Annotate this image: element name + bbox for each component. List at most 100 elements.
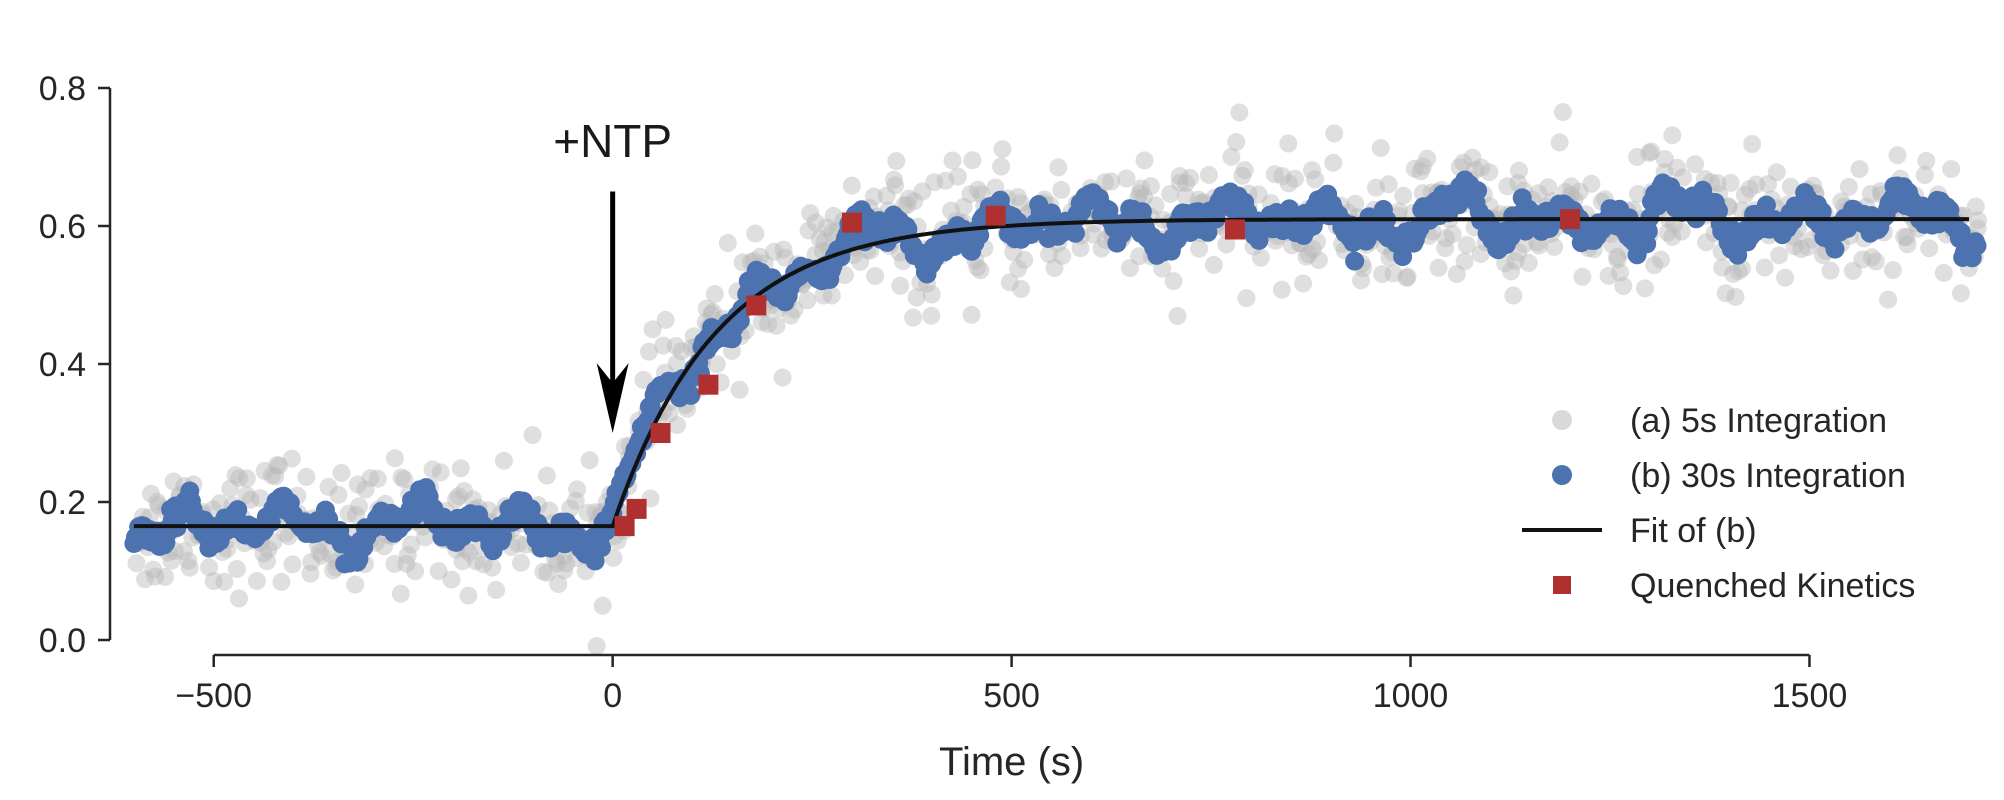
point-5s xyxy=(395,470,414,489)
point-5s xyxy=(1759,175,1777,194)
point-5s xyxy=(156,568,175,586)
point-30s xyxy=(1825,239,1845,259)
point-5s xyxy=(1614,277,1633,295)
point-5s xyxy=(925,173,944,192)
point-5s xyxy=(922,306,941,325)
point-5s xyxy=(640,342,658,361)
point-5s xyxy=(1655,150,1674,168)
point-5s xyxy=(1303,161,1321,180)
point-5s xyxy=(453,552,472,571)
point-5s xyxy=(270,456,289,475)
x-axis-title: Time (s) xyxy=(939,740,1084,784)
point-5s xyxy=(276,524,295,543)
point-5s xyxy=(817,218,836,237)
point-5s xyxy=(1176,174,1195,193)
point-5s xyxy=(463,490,482,509)
point-5s xyxy=(773,368,792,387)
point-5s xyxy=(283,555,302,574)
point-5s xyxy=(864,187,883,206)
point-5s xyxy=(1011,194,1030,213)
point-5s xyxy=(1384,264,1403,283)
point-5s xyxy=(557,554,576,573)
point-5s xyxy=(776,248,795,267)
point-5s xyxy=(765,242,783,261)
point-5s xyxy=(1251,248,1270,267)
point-5s xyxy=(1102,172,1121,191)
point-5s xyxy=(1861,185,1880,203)
legend-marker-quenched xyxy=(1553,576,1571,594)
point-5s xyxy=(942,201,961,220)
point-quenched xyxy=(614,516,635,537)
point-5s xyxy=(1015,250,1034,269)
point-5s xyxy=(1663,227,1682,246)
point-5s xyxy=(494,451,513,470)
point-5s xyxy=(1776,268,1795,287)
x-tick-label: 1000 xyxy=(1373,677,1449,715)
point-5s xyxy=(801,204,820,223)
point-5s xyxy=(1170,167,1189,186)
point-5s xyxy=(1230,103,1249,122)
point-5s xyxy=(969,180,987,199)
point-5s xyxy=(1170,173,1189,192)
point-30s xyxy=(898,219,918,239)
point-5s xyxy=(1306,170,1325,189)
point-5s xyxy=(180,558,199,577)
point-30s xyxy=(681,385,701,405)
point-5s xyxy=(1570,182,1589,201)
point-5s xyxy=(375,537,394,556)
point-5s xyxy=(548,554,567,573)
point-5s xyxy=(302,553,321,572)
point-5s xyxy=(1463,148,1482,167)
legend: (a) 5s Integration (b) 30s Integration F… xyxy=(1522,402,1915,605)
point-5s xyxy=(392,468,411,487)
point-5s xyxy=(1052,180,1071,199)
point-5s xyxy=(416,528,434,547)
point-5s xyxy=(301,564,320,583)
point-5s xyxy=(332,463,351,482)
point-5s xyxy=(1130,184,1149,203)
point-5s xyxy=(1309,251,1328,270)
point-5s xyxy=(1504,286,1523,305)
point-5s xyxy=(555,561,574,580)
point-5s xyxy=(509,534,528,553)
point-5s xyxy=(1562,177,1581,196)
point-5s xyxy=(460,543,479,562)
point-5s xyxy=(350,497,368,516)
point-5s xyxy=(164,472,183,491)
point-5s xyxy=(1429,258,1448,277)
point-5s xyxy=(255,461,274,480)
point-5s xyxy=(1888,146,1907,165)
point-5s xyxy=(1781,177,1800,196)
point-5s xyxy=(1713,258,1732,277)
point-5s xyxy=(1582,174,1601,193)
legend-label-5s: (a) 5s Integration xyxy=(1630,402,1887,440)
point-30s xyxy=(592,538,611,558)
point-5s xyxy=(1418,149,1437,168)
point-5s xyxy=(1071,239,1090,258)
y-tick-label: 0.6 xyxy=(39,208,86,246)
point-5s xyxy=(707,355,726,374)
point-5s xyxy=(922,285,941,304)
point-5s xyxy=(398,546,417,564)
point-5s xyxy=(266,467,285,486)
point-5s xyxy=(703,302,722,321)
point-5s xyxy=(226,466,245,485)
point-5s xyxy=(634,370,653,389)
point-5s xyxy=(1249,185,1268,204)
point-5s xyxy=(1602,235,1621,254)
point-5s xyxy=(593,596,612,615)
point-5s xyxy=(431,463,450,482)
point-5s xyxy=(887,152,906,171)
point-5s xyxy=(1608,247,1627,266)
point-5s xyxy=(1454,153,1473,172)
point-5s xyxy=(1747,175,1766,194)
point-5s xyxy=(992,157,1011,176)
point-5s xyxy=(1455,252,1474,271)
point-5s xyxy=(247,571,266,590)
point-5s xyxy=(368,469,387,488)
point-5s xyxy=(537,466,556,485)
y-tick-label: 0.2 xyxy=(39,484,86,522)
point-5s xyxy=(1373,265,1392,284)
point-5s xyxy=(1942,160,1961,179)
point-5s xyxy=(258,552,276,571)
